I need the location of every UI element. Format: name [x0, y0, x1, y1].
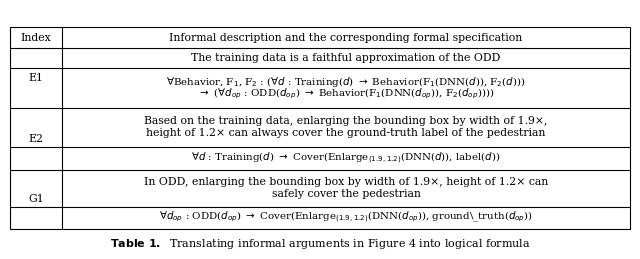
Text: $\forall$$d_{op}$ : ODD($d_{op}$) $\rightarrow$ Cover(Enlarge$_{(1.9,1.2)}$(DNN(: $\forall$$d_{op}$ : ODD($d_{op}$) $\righ… — [159, 210, 533, 226]
Text: Informal description and the corresponding formal specification: Informal description and the correspondi… — [170, 33, 523, 42]
Text: E2: E2 — [29, 134, 44, 143]
Text: The training data is a faithful approximation of the ODD: The training data is a faithful approxim… — [191, 53, 500, 63]
Text: $\forall$Behavior, F$_1$, F$_2$ : ($\forall$$d$ : Training($d$) $\rightarrow$ Be: $\forall$Behavior, F$_1$, F$_2$ : ($\for… — [166, 75, 525, 89]
Text: $\mathbf{Table\ 1.}$  Translating informal arguments in Figure 4 into logical fo: $\mathbf{Table\ 1.}$ Translating informa… — [109, 237, 531, 251]
Bar — [10, 27, 630, 229]
Text: In ODD, enlarging the bounding box by width of 1.9×, height of 1.2× can: In ODD, enlarging the bounding box by wi… — [144, 177, 548, 187]
Text: Based on the training data, enlarging the bounding box by width of 1.9×,: Based on the training data, enlarging th… — [144, 117, 548, 126]
Text: Index: Index — [20, 33, 51, 42]
Text: $\forall$$d$ : Training($d$) $\rightarrow$ Cover(Enlarge$_{(1.9,1.2)}$(DNN($d$)): $\forall$$d$ : Training($d$) $\rightarro… — [191, 151, 500, 166]
Text: $\rightarrow$ ($\forall$$d_{op}$ : ODD($d_{op}$) $\rightarrow$ Behavior(F$_1$(DN: $\rightarrow$ ($\forall$$d_{op}$ : ODD($… — [198, 86, 494, 101]
Text: safely cover the pedestrian: safely cover the pedestrian — [271, 189, 420, 199]
Text: height of 1.2× can always cover the ground-truth label of the pedestrian: height of 1.2× can always cover the grou… — [147, 128, 546, 138]
Text: E1: E1 — [29, 73, 44, 83]
Text: G1: G1 — [28, 194, 44, 204]
